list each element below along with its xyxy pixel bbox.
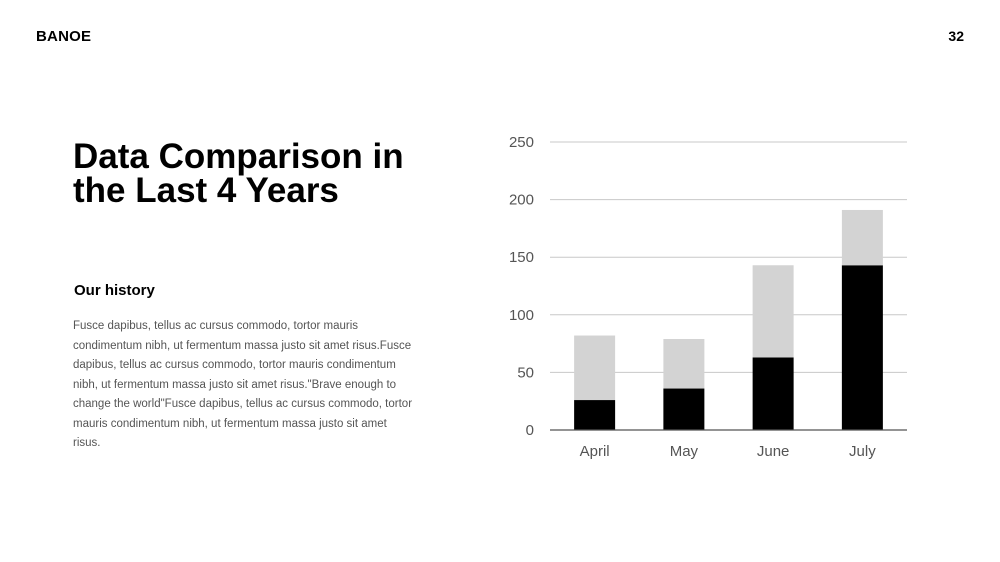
x-tick-label: May xyxy=(670,443,699,460)
bar-segment-april-series-2 xyxy=(574,335,616,401)
page-number: 32 xyxy=(948,28,964,44)
x-tick-label: July xyxy=(849,443,876,460)
stacked-bar-chart: 0 50 100 150 200 250 April May June July xyxy=(490,120,930,470)
bar-segment-may-series-1 xyxy=(663,388,705,430)
y-tick-label: 200 xyxy=(509,192,534,209)
bar-segment-may-series-2 xyxy=(663,338,705,389)
bar-segment-july-series-2 xyxy=(841,209,883,266)
slide-title: Data Comparison in the Last 4 Years xyxy=(73,137,404,210)
chart-canvas: 0 50 100 150 200 250 April May June July xyxy=(509,134,907,460)
y-tick-label: 0 xyxy=(526,422,534,439)
brand-logo: BANOE xyxy=(36,28,92,45)
y-tick-label: 100 xyxy=(509,307,534,324)
bar-segment-april-series-1 xyxy=(574,400,616,430)
x-tick-label: June xyxy=(757,443,790,460)
section-subtitle: Our history xyxy=(74,282,155,299)
bar-segment-june-series-2 xyxy=(752,265,794,358)
x-tick-label: April xyxy=(580,443,610,460)
body-paragraph: Fusce dapibus, tellus ac cursus commodo,… xyxy=(73,320,413,449)
y-tick-label: 50 xyxy=(517,364,534,381)
bar-segment-july-series-1 xyxy=(841,265,883,430)
bar-segment-june-series-1 xyxy=(752,357,794,430)
y-tick-label: 250 xyxy=(509,134,534,151)
y-tick-label: 150 xyxy=(509,249,534,266)
